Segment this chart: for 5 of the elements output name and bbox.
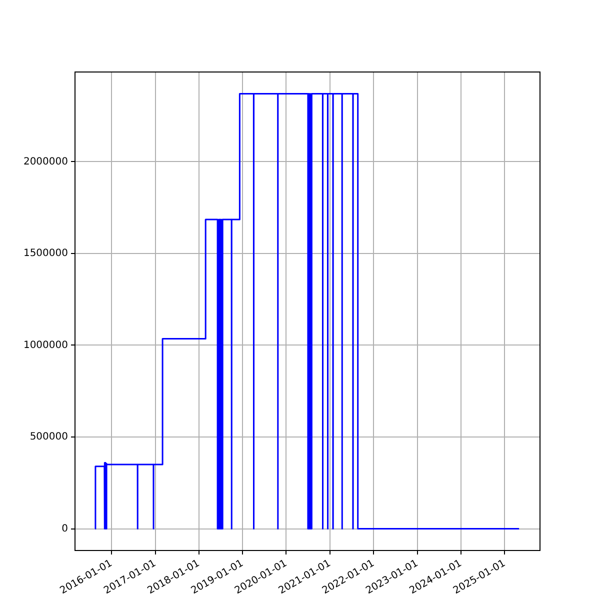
y-tick-label: 1500000 bbox=[23, 248, 68, 260]
y-tick-label: 2000000 bbox=[23, 156, 68, 168]
y-tick-label: 500000 bbox=[30, 432, 68, 443]
y-tick-label: 1000000 bbox=[23, 340, 68, 351]
y-tick-label: 0 bbox=[62, 523, 68, 534]
